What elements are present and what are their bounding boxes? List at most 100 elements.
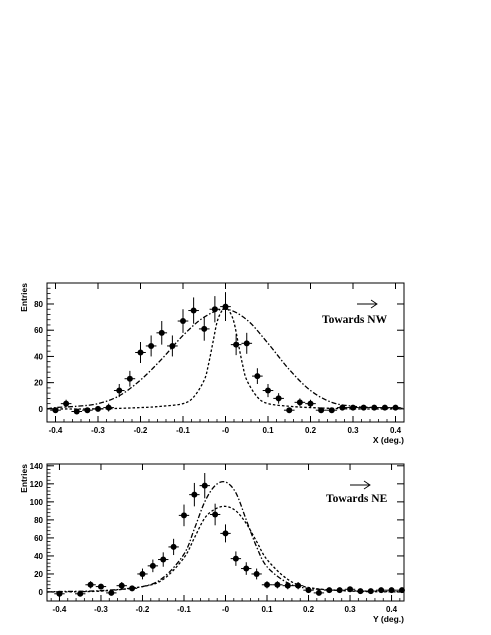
data-point: [56, 590, 63, 597]
data-point: [265, 387, 271, 394]
data-point: [180, 512, 187, 519]
x-tick-label: -0.4: [49, 426, 63, 435]
x-tick-label: 0.1: [262, 426, 274, 435]
data-point: [180, 318, 186, 325]
data-point: [392, 404, 399, 411]
data-point: [212, 511, 219, 518]
data-point: [95, 405, 101, 412]
data-point: [149, 562, 156, 569]
data-point: [108, 589, 115, 596]
x-tick-label: -0.1: [177, 605, 191, 614]
data-point: [264, 581, 271, 588]
data-point: [315, 589, 322, 596]
x-tick-label: 0.2: [305, 426, 317, 435]
data-point: [232, 555, 239, 562]
x-tick-label: 0.4: [386, 605, 398, 614]
y-tick-label: 100: [30, 498, 44, 507]
x-tick-label: 0.1: [261, 605, 273, 614]
data-point: [339, 404, 346, 411]
model-curve-dotted: [47, 307, 404, 410]
data-point: [87, 581, 94, 588]
y-axis-title: Entries: [19, 283, 29, 312]
data-point: [84, 407, 91, 414]
data-point: [274, 581, 281, 588]
y-tick-label: 0: [39, 405, 44, 414]
y-axis-title: Entries: [19, 464, 29, 493]
x-tick-label: 0.3: [344, 605, 356, 614]
data-point: [286, 407, 293, 414]
panel-nw: -0.4 -0.3 -0.2 -0.1 -0 0.1 0.2 0.3 0.4 0 20 40 60 80 X…: [19, 282, 405, 445]
y-tick-label: 20: [34, 379, 43, 388]
data-point: [222, 530, 229, 537]
data-point: [160, 556, 167, 563]
y-tick-label: 40: [34, 352, 43, 361]
data-point: [305, 587, 312, 594]
data-point: [139, 570, 146, 577]
data-point: [126, 375, 133, 382]
data-point: [347, 586, 354, 593]
data-point: [296, 399, 303, 406]
data-point: [52, 407, 59, 414]
y-tick-label: 0: [39, 588, 44, 597]
data-point: [158, 329, 165, 336]
data-point: [118, 582, 125, 589]
panel-ne: -0.4 -0.3 -0.2 -0.1 -0 0.1 0.2 0.3 0.4 0 20 40 60 80 1…: [19, 462, 405, 624]
data-point: [63, 400, 70, 407]
data-point: [169, 342, 176, 349]
y-tick-label: 140: [30, 462, 44, 471]
data-point: [350, 404, 356, 411]
data-point: [326, 587, 333, 594]
y-tick-label: 60: [34, 534, 43, 543]
data-point: [295, 582, 302, 589]
data-point: [328, 407, 335, 414]
data-point: [243, 340, 250, 347]
data-point: [388, 587, 395, 594]
data-point: [367, 588, 374, 595]
data-point: [253, 570, 260, 577]
direction-arrow-head: [370, 299, 378, 309]
x-tick-label: 0.3: [347, 426, 359, 435]
data-point: [191, 491, 198, 498]
data-point: [360, 404, 367, 411]
data-point: [378, 587, 385, 594]
data-point: [77, 590, 84, 597]
data-point: [398, 587, 405, 594]
data-point: [148, 342, 155, 349]
data-point: [170, 543, 177, 550]
data-point: [211, 306, 218, 313]
data-point: [275, 395, 282, 402]
x-tick-label: -0.3: [91, 426, 105, 435]
data-point: [284, 582, 291, 589]
data-point: [105, 404, 112, 411]
data-point: [318, 407, 325, 414]
data-point: [201, 325, 208, 332]
data-point: [357, 588, 364, 595]
x-tick-label: -0: [222, 605, 230, 614]
y-tick-label: 120: [30, 480, 44, 489]
data-point: [116, 387, 123, 394]
x-tick-label: -0.2: [136, 605, 150, 614]
direction-label: Towards NE: [326, 493, 388, 505]
data-point: [137, 349, 144, 356]
data-point: [73, 408, 80, 415]
y-tick-label: 40: [34, 552, 43, 561]
y-tick-label: 60: [34, 326, 43, 335]
data-point: [336, 587, 343, 594]
direction-arrow-head: [363, 480, 371, 490]
data-point: [254, 373, 261, 380]
data-point: [222, 303, 229, 310]
data-point: [243, 565, 250, 572]
x-tick-label: -0.2: [134, 426, 148, 435]
data-point: [381, 404, 388, 411]
data-point: [307, 400, 314, 407]
direction-label: Towards NW: [322, 314, 388, 326]
x-tick-label: -0.4: [53, 605, 67, 614]
x-tick-label: 0.4: [390, 426, 402, 435]
data-point: [129, 585, 136, 592]
x-tick-label: -0: [222, 426, 230, 435]
x-tick-label: -0.1: [176, 426, 190, 435]
y-tick-label: 20: [34, 570, 43, 579]
data-point: [371, 404, 378, 411]
x-tick-label: -0.3: [94, 605, 108, 614]
